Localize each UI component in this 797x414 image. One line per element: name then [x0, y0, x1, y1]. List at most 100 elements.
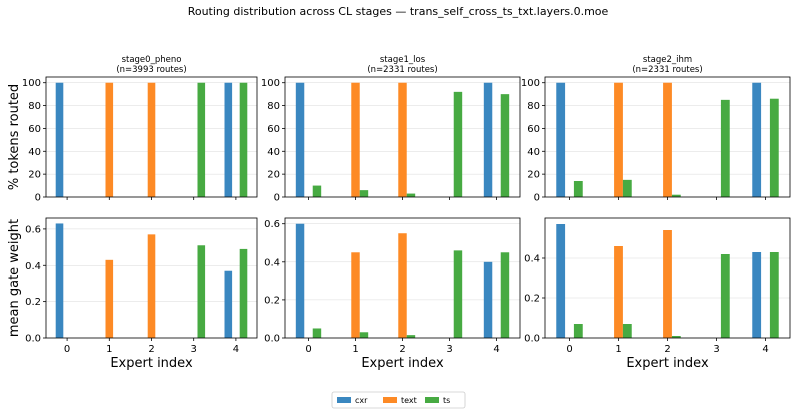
- bar-cxr-expert-0: [556, 224, 566, 338]
- x-axis-label: Expert index: [361, 356, 444, 371]
- chart-legend: cxr text ts: [331, 391, 466, 409]
- y-axis-label: % tokens routed: [7, 84, 22, 190]
- bar-ts-expert-3: [720, 254, 730, 338]
- y-axis-label: mean gate weight: [7, 219, 22, 337]
- y-tick-label: 100: [521, 78, 540, 89]
- legend-swatch-cxr: [337, 397, 351, 403]
- bar-cxr-expert-4: [483, 261, 493, 338]
- y-tick-label: 0.2: [264, 295, 280, 306]
- x-tick-label: 4: [493, 344, 499, 355]
- bar-cxr-expert-4: [752, 252, 762, 338]
- y-tick-label: 0: [274, 193, 280, 204]
- x-tick-label: 2: [664, 344, 670, 355]
- panel-title: stage1_los: [380, 55, 426, 65]
- y-tick-label: 0.6: [25, 224, 41, 235]
- bar-ts-expert-2: [671, 194, 681, 197]
- bar-ts-expert-3: [453, 91, 463, 197]
- bar-cxr-expert-4: [752, 82, 762, 197]
- plot-frame: [45, 76, 258, 198]
- y-tick-label: 0.0: [264, 334, 280, 345]
- panel-stage1_los-gate: 0.0 0.2 0.4 0.6 0 1 2 3 4 Expert index: [264, 217, 521, 371]
- y-tick-label: 0.4: [264, 257, 280, 268]
- bar-cxr-expert-0: [55, 223, 64, 338]
- bar-ts-expert-3: [197, 245, 206, 338]
- y-tick-label: 40: [267, 147, 280, 158]
- bar-text-expert-2: [398, 233, 407, 338]
- panel-subtitle: (n=3993 routes): [116, 65, 186, 75]
- y-tick-label: 80: [527, 101, 540, 112]
- bar-ts-expert-1: [359, 190, 369, 197]
- x-axis-label: Expert index: [626, 356, 709, 371]
- bar-ts-expert-3: [197, 82, 206, 197]
- x-tick-label: 0: [305, 344, 311, 355]
- y-tick-label: 0.0: [25, 334, 41, 345]
- plot-frame: [544, 76, 791, 198]
- y-tick-label: 0.2: [524, 294, 540, 305]
- x-tick-label: 2: [148, 344, 154, 355]
- x-tick-label: 4: [233, 344, 239, 355]
- x-tick-label: 3: [713, 344, 719, 355]
- y-tick-label: 0: [35, 193, 41, 204]
- x-tick-label: 1: [615, 344, 621, 355]
- y-tick-label: 60: [28, 124, 41, 135]
- y-tick-label: 20: [28, 170, 41, 181]
- bar-ts-expert-4: [769, 252, 779, 338]
- x-tick-label: 4: [762, 344, 768, 355]
- x-tick-label: 3: [191, 344, 197, 355]
- bar-cxr-expert-0: [55, 82, 64, 197]
- bar-text-expert-2: [147, 234, 156, 338]
- x-tick-label: 2: [399, 344, 405, 355]
- bar-cxr-expert-0: [295, 223, 305, 338]
- bar-cxr-expert-4: [224, 270, 233, 338]
- bar-text-expert-1: [614, 246, 623, 338]
- y-tick-label: 100: [22, 78, 41, 89]
- y-tick-label: 0.2: [25, 297, 41, 308]
- bar-text-expert-1: [614, 82, 623, 197]
- y-tick-label: 20: [267, 170, 280, 181]
- bar-ts-expert-4: [500, 252, 510, 338]
- bar-ts-expert-4: [500, 94, 510, 197]
- bar-ts-expert-1: [359, 332, 369, 338]
- bar-ts-expert-0: [312, 328, 322, 338]
- panel-stage1_los-pct: 0 20 40 60 80 100 stage1_los(n=2331 routes): [261, 55, 521, 204]
- legend-swatch-text: [383, 397, 397, 403]
- x-tick-label: 1: [352, 344, 358, 355]
- bar-ts-expert-0: [573, 181, 583, 197]
- bar-ts-expert-4: [769, 98, 779, 197]
- bar-text-expert-2: [398, 82, 407, 197]
- bar-ts-expert-4: [239, 248, 248, 338]
- panel-stage0_pheno-pct: 0 20 40 60 80 100 stage0_pheno(n=3993 routes)%…: [7, 55, 258, 204]
- y-tick-label: 0.4: [25, 261, 41, 272]
- panel-stage2_ihm-pct: 0 20 40 60 80 100 stage2_ihm(n=2331 routes): [521, 55, 791, 204]
- y-tick-label: 20: [527, 170, 540, 181]
- y-tick-label: 80: [267, 101, 280, 112]
- x-axis-label: Expert index: [110, 356, 193, 371]
- bar-cxr-expert-0: [556, 82, 566, 197]
- figure-suptitle: Routing distribution across CL stages — …: [188, 5, 609, 18]
- legend-label-text: text: [401, 396, 417, 405]
- bar-cxr-expert-4: [224, 82, 233, 197]
- bar-text-expert-1: [105, 259, 114, 338]
- panel-stage2_ihm-gate: 0.0 0.2 0.4 0 1 2 3 4 Expert index: [524, 217, 791, 371]
- bar-text-expert-1: [351, 252, 360, 338]
- bar-ts-expert-1: [622, 179, 632, 197]
- bar-text-expert-2: [663, 82, 672, 197]
- panel-subtitle: (n=2331 routes): [632, 65, 702, 75]
- bar-text-expert-2: [147, 82, 156, 197]
- y-tick-label: 80: [28, 101, 41, 112]
- panel-title: stage2_ihm: [643, 55, 692, 65]
- plot-frame: [45, 217, 258, 339]
- y-tick-label: 0.0: [524, 334, 540, 345]
- y-tick-label: 100: [261, 78, 280, 89]
- x-tick-label: 1: [106, 344, 112, 355]
- y-tick-label: 0: [534, 193, 540, 204]
- panel-stage0_pheno-gate: 0.0 0.2 0.4 0.6 0 1 2 3 4 Expert index mean gate w…: [7, 217, 258, 371]
- legend-label-ts: ts: [443, 396, 450, 405]
- y-tick-label: 60: [267, 124, 280, 135]
- bar-ts-expert-4: [239, 82, 248, 197]
- bar-cxr-expert-0: [295, 82, 305, 197]
- y-tick-label: 60: [527, 124, 540, 135]
- y-tick-label: 40: [28, 147, 41, 158]
